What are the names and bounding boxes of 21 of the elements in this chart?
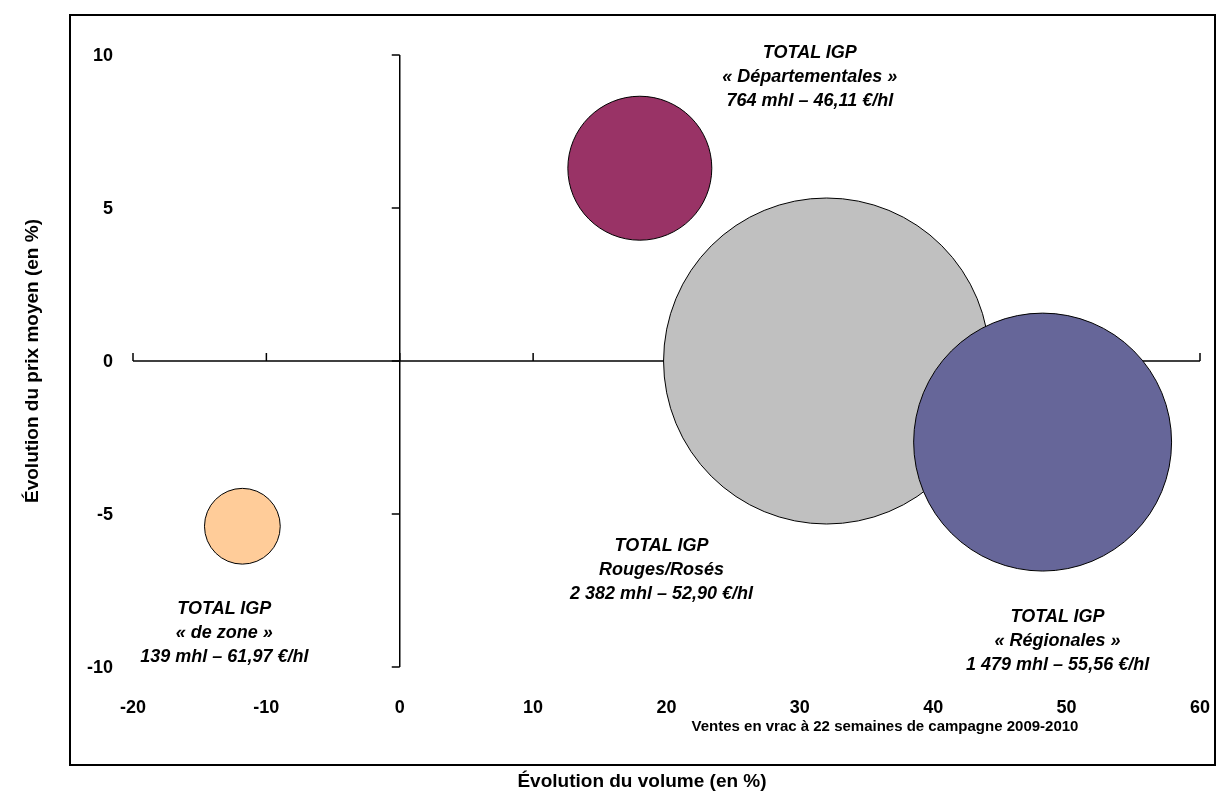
x-tick-label: 30 [789,697,810,717]
x-tick-label: 40 [923,697,944,717]
y-axis-title: Évolution du prix moyen (en %) [21,219,42,503]
text: Ventes en vrac à 22 semaines de campagne 2009-2010 [691,717,1079,734]
x-tick-label: -10 [253,697,280,717]
y-tick-label: 10 [92,45,113,65]
x-tick-label: 60 [1189,697,1211,717]
y-tick-label: -5 [96,504,113,524]
x-tick-label: 0 [394,697,405,717]
annotation: TOTAL IGP Rouges/Rosés 2 382 mhl – 52,90 €/hl [568,535,755,603]
annotation: TOTAL IGP « Départementales » 764 mhl – 46,11 €/hl [722,42,898,111]
x-axis-title: Évolution du volume (en %) [517,770,767,791]
x-tick-label: 10 [523,697,544,717]
x-tick-label: 50 [1056,697,1077,717]
annotation: TOTAL IGP « Régionales » 1 479 mhl – 55,56 €/hl [966,606,1151,675]
y-tick-label: 0 [102,351,113,371]
x-tick-label: -20 [119,697,147,717]
annotation: TOTAL IGP « de zone » 139 mhl – 61,97 €/hl [140,598,310,667]
y-tick-label: -10 [86,657,113,677]
y-tick-label: 5 [102,198,113,218]
x-tick-label: 20 [656,697,677,717]
